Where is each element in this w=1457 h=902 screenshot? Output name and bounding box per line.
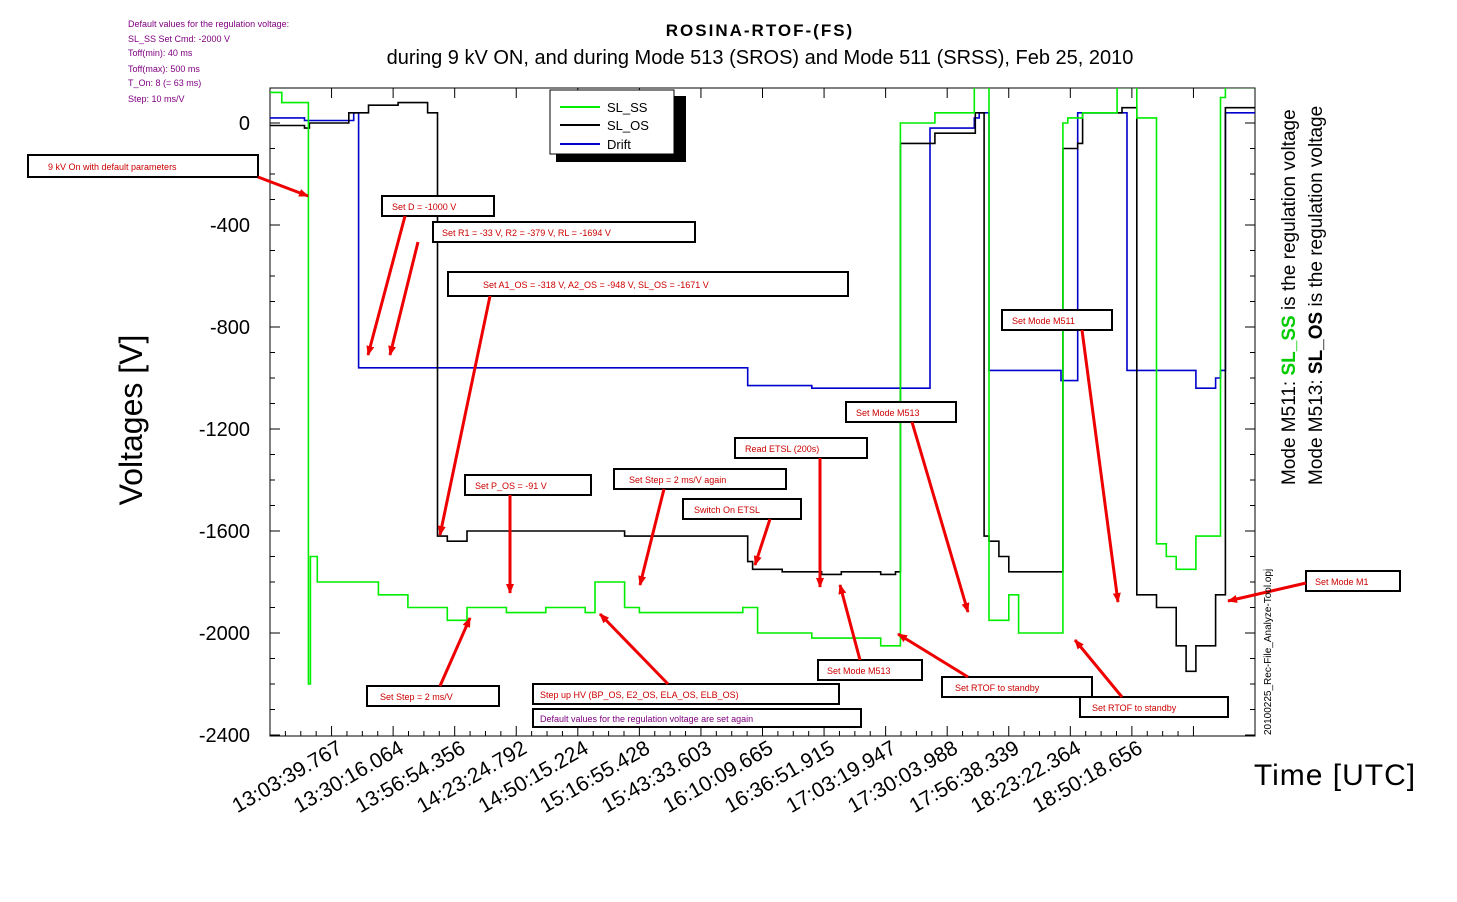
annotation-arrow [437, 295, 492, 536]
y-tick-label: -1600 [199, 521, 250, 543]
annotation-text: Default values for the regulation voltag… [540, 714, 753, 724]
x-axis-title: Time [UTC] [1254, 759, 1416, 792]
annotation-text: 9 kV On with default parameters [48, 162, 177, 172]
legend: SL_SS SL_OS Drift [549, 89, 686, 162]
annotation-box [1001, 309, 1113, 331]
chart-subtitle: during 9 kV ON, and during Mode 513 (SRO… [387, 47, 1134, 69]
defaults-block: Default values for the regulation voltag… [128, 19, 289, 104]
defaults-line: Step: 10 ms/V [128, 94, 185, 104]
series-layer [270, 88, 1255, 685]
series-line-sl-os [270, 101, 1255, 673]
annotation-box [27, 154, 259, 178]
annotation-text: Set Step = 2 ms/V again [629, 475, 726, 485]
y-axis: 0 -400 -800 -1200 -1600 -2000 -2400 [199, 113, 1255, 747]
annotation-text: Set RTOF to standby [955, 683, 1040, 693]
y-tick-label: -1200 [199, 419, 250, 441]
annotation-box [682, 498, 802, 520]
annotation-box [1305, 570, 1401, 592]
annotation-text: Set Mode M513 [856, 408, 920, 418]
chart-title: ROSINA-RTOF-(FS) [666, 21, 854, 40]
annotation-box [447, 271, 849, 297]
annotation-arrow [1073, 639, 1124, 698]
legend-label-sl-ss: SL_SS [607, 100, 648, 115]
y-tick-label: 0 [239, 113, 250, 135]
annotation-arrow [598, 612, 670, 686]
side-note-m511-prefix: Mode M511: [1279, 376, 1300, 485]
y-tick-label: -2400 [199, 725, 250, 747]
annotation-arrow [257, 175, 309, 198]
annotation-text: Set D = -1000 V [392, 202, 456, 212]
annotation-text: Read ETSL (200s) [745, 444, 819, 454]
side-note-m513-suffix: is the regulation voltage [1306, 106, 1327, 312]
annotation-arrow [910, 421, 970, 613]
defaults-line: SL_SS Set Cmd: -2000 V [128, 34, 230, 44]
defaults-line: T_On: 8 (= 63 ms) [128, 78, 201, 88]
annotation-text: Set Mode M513 [827, 666, 891, 676]
annotation-arrow [366, 215, 407, 356]
annotation-box [941, 676, 1093, 698]
y-tick-label: -2000 [199, 623, 250, 645]
annotation-text: Set P_OS = -91 V [475, 481, 547, 491]
annotation-arrow [1080, 329, 1121, 603]
annotation-box [532, 708, 862, 728]
annotation-box [613, 468, 787, 490]
annotation-arrow [753, 518, 772, 566]
y-axis-title: Voltages [V] [113, 335, 149, 506]
annotation-text: Set Mode M1 [1315, 577, 1369, 587]
annotation-text: Set R1 = -33 V, R2 = -379 V, RL = -1694 … [442, 228, 611, 238]
annotation-box [1079, 696, 1229, 718]
annotation-box [817, 659, 923, 681]
annotation-text: Set Mode M511 [1012, 316, 1075, 326]
annotation-box [366, 685, 500, 707]
annotation-text: Set RTOF to standby [1092, 703, 1177, 713]
side-note-m513-prefix: Mode M513: [1306, 374, 1327, 485]
defaults-line: Toff(max): 500 ms [128, 64, 200, 74]
side-note-m511-highlight: SL_SS [1279, 315, 1300, 375]
annotation-arrow [438, 617, 472, 687]
annotation-arrow [1227, 581, 1307, 603]
series-line-sl-ss [270, 88, 1255, 685]
file-label: 20100225_Rec-File_Analyze-Tool.opj [1263, 569, 1274, 735]
side-note-m511: Mode M511: SL_SS is the regulation volta… [1279, 109, 1300, 485]
annotation-box [464, 474, 592, 496]
y-tick-label: -400 [210, 215, 250, 237]
annotation-box [734, 437, 868, 459]
annotation-arrow [638, 488, 666, 586]
y-tick-label: -800 [210, 317, 250, 339]
annotations: 9 kV On with default parameters Set D = … [27, 154, 1401, 728]
defaults-line: Toff(min): 40 ms [128, 48, 193, 58]
annotation-box [532, 683, 840, 705]
legend-label-drift: Drift [607, 137, 631, 152]
annotation-arrow [897, 632, 969, 679]
annotation-box [845, 401, 957, 423]
annotation-box [381, 195, 495, 217]
side-note-m513: Mode M513: SL_OS is the regulation volta… [1306, 106, 1327, 485]
series-line-drift [270, 112, 1255, 389]
annotation-text: Set Step = 2 ms/V [380, 692, 453, 702]
legend-label-sl-os: SL_OS [607, 118, 649, 133]
annotation-box [432, 221, 696, 243]
side-note-m513-highlight: SL_OS [1306, 312, 1327, 374]
annotation-text: Step up HV (BP_OS, E2_OS, ELA_OS, ELB_OS… [540, 690, 739, 700]
annotation-text: Switch On ETSL [694, 505, 760, 515]
defaults-line: Default values for the regulation voltag… [128, 19, 289, 29]
annotation-arrow [388, 241, 420, 356]
side-note-m511-suffix: is the regulation voltage [1279, 109, 1300, 315]
annotation-arrow [838, 584, 862, 661]
annotation-text: Set A1_OS = -318 V, A2_OS = -948 V, SL_O… [483, 280, 709, 290]
plot-frame [269, 87, 1256, 737]
